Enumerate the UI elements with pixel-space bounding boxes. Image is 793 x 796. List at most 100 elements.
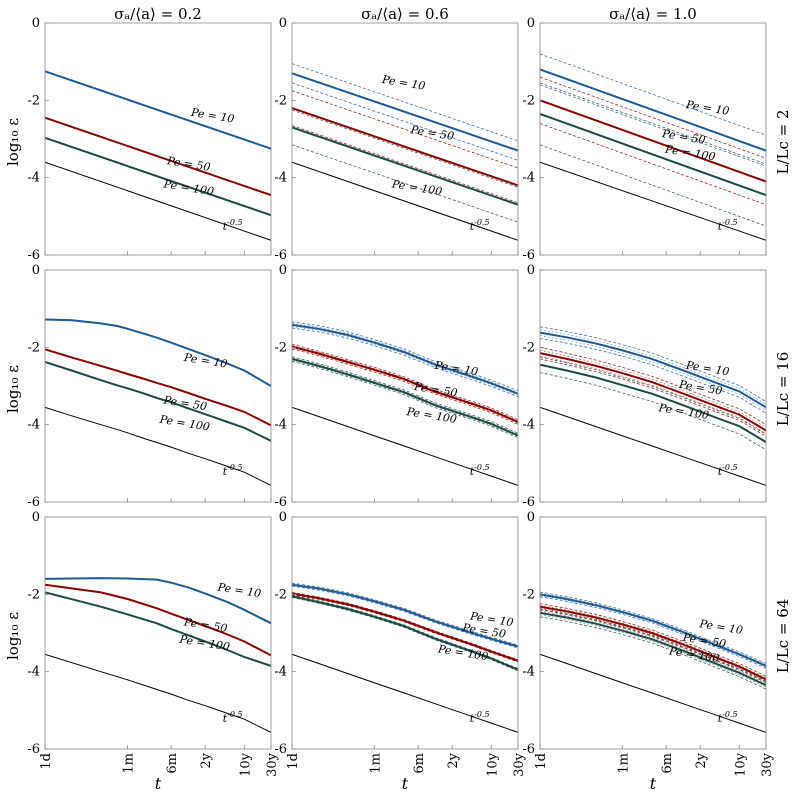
series-band-3 — [292, 360, 518, 439]
panel-frame — [539, 22, 767, 256]
reference-label: t-0.5 — [470, 463, 490, 478]
xlabel-col-1: t — [155, 774, 162, 793]
series-band-inner-3 — [540, 614, 766, 688]
series-band-inner-1 — [292, 323, 518, 393]
series-line-1 — [540, 68, 766, 152]
y-axis-labels: log₁₀ ε log₁₀ ε log₁₀ ε — [4, 118, 22, 660]
y-tick-label: -4 — [27, 665, 40, 680]
series-band-inner-2 — [540, 349, 766, 428]
series-band-1 — [292, 585, 518, 649]
series-band-2 — [292, 592, 518, 661]
x-tick-label: 10y — [733, 752, 748, 777]
reference-line — [45, 653, 271, 733]
y-tick-label: -4 — [274, 418, 287, 433]
y-tick-label: 0 — [527, 16, 535, 31]
series-band-2 — [540, 609, 766, 683]
series-band-inner-3 — [292, 357, 518, 435]
series-line-1 — [292, 72, 518, 152]
reference-line — [540, 406, 766, 486]
y-tick-label: -2 — [522, 93, 535, 108]
panel-frame — [291, 516, 519, 750]
reference-label: t-0.5 — [223, 218, 243, 233]
series-band-1 — [540, 53, 766, 136]
series-band-inner-2 — [540, 604, 766, 679]
series-label-3: Pe = 100 — [390, 177, 443, 198]
panel-frame — [44, 22, 272, 256]
reference-label: t-0.5 — [470, 218, 490, 233]
series-line-1 — [292, 583, 518, 648]
reference-label: t-0.5 — [718, 710, 738, 725]
panel-frame — [539, 269, 767, 503]
reference-label: t-0.5 — [470, 710, 490, 725]
series-label-3: Pe = 100 — [162, 177, 215, 198]
series-band-2 — [540, 76, 766, 159]
series-band-1 — [540, 326, 766, 402]
series-band-inner-3 — [540, 610, 766, 684]
y-tick-label: 0 — [279, 16, 287, 31]
series-band-inner-1 — [540, 595, 766, 668]
series-line-2 — [540, 352, 766, 432]
series-band-1 — [292, 327, 518, 398]
y-tick-label: -2 — [27, 93, 40, 108]
y-tick-label: 0 — [527, 510, 535, 525]
series-label-3: Pe = 100 — [657, 401, 710, 422]
y-tick-label: 0 — [32, 16, 40, 31]
y-tick-label: -2 — [27, 587, 40, 602]
column-titles: σₐ/⟨a⟩ = 0.2 σₐ/⟨a⟩ = 0.6 σₐ/⟨a⟩ = 1.0 — [114, 5, 697, 23]
plot-area — [45, 70, 271, 241]
x-tick-label: 1m — [122, 753, 137, 774]
series-band-1 — [540, 591, 766, 664]
x-tick-label: 2y — [446, 752, 461, 768]
series-band-inner-1 — [292, 326, 518, 396]
y-tick-label: -4 — [522, 665, 535, 680]
series-line-3 — [45, 136, 271, 217]
reference-line — [292, 406, 518, 486]
plot-area — [540, 53, 766, 241]
ylabel-row-2: log₁₀ ε — [4, 365, 22, 413]
series-band-3 — [540, 82, 766, 165]
series-band-inner-2 — [540, 608, 766, 682]
row-label-2: L/Lc = 16 — [774, 352, 792, 427]
reference-label: t-0.5 — [223, 710, 243, 725]
y-tick-label: -6 — [274, 248, 287, 263]
x-tick-label: 1m — [369, 753, 384, 774]
series-line-1 — [540, 331, 766, 409]
series-label-1: Pe = 10 — [433, 359, 479, 379]
series-label-1: Pe = 10 — [182, 351, 228, 371]
y-tick-label: -4 — [522, 418, 535, 433]
x-tick-label: 1d — [39, 753, 54, 770]
series-line-3 — [540, 112, 766, 197]
series-band-1 — [540, 338, 766, 414]
series-band-3 — [292, 356, 518, 434]
y-tick-label: -6 — [274, 495, 287, 510]
y-tick-label: -6 — [27, 742, 40, 757]
reference-line — [292, 161, 518, 241]
y-tick-label: 0 — [279, 263, 287, 278]
series-line-3 — [292, 126, 518, 206]
series-label-2: Pe = 50 — [412, 380, 458, 400]
x-tick-label: 10y — [238, 752, 253, 777]
y-tick-label: -4 — [522, 171, 535, 186]
series-band-inner-1 — [540, 329, 766, 405]
series-line-3 — [540, 363, 766, 443]
y-tick-label: -2 — [274, 587, 287, 602]
reference-line — [45, 161, 271, 241]
series-band-2 — [540, 603, 766, 677]
series-label-3: Pe = 100 — [158, 413, 211, 434]
series-label-3: Pe = 100 — [436, 642, 489, 663]
x-tick-label: 1d — [534, 753, 549, 770]
col-title-2: σₐ/⟨a⟩ = 0.6 — [361, 5, 449, 23]
y-tick-label: -4 — [27, 171, 40, 186]
series-band-1 — [292, 582, 518, 646]
x-tick-label: 30y — [265, 752, 280, 777]
ylabel-row-3: log₁₀ ε — [4, 612, 22, 660]
x-tick-label: 10y — [485, 752, 500, 777]
